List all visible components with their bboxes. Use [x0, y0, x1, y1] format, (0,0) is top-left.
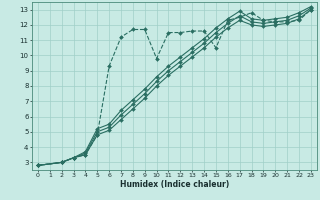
X-axis label: Humidex (Indice chaleur): Humidex (Indice chaleur)	[120, 180, 229, 189]
